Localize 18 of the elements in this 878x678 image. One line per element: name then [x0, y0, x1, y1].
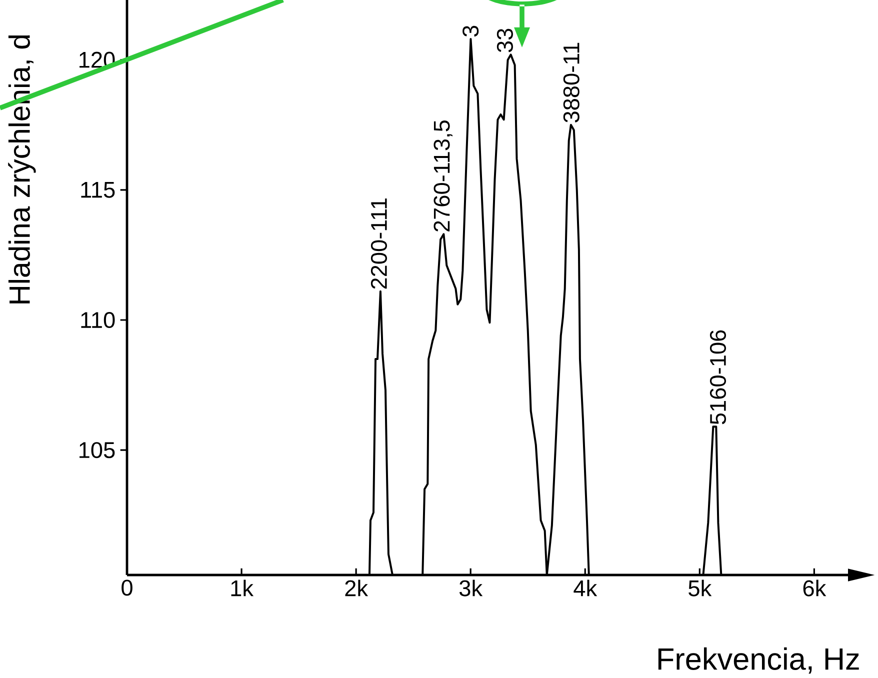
x-tick-label: 4k [574, 580, 598, 596]
x-tick-label: 6k [803, 580, 826, 596]
y-axis-title: Hladina zrýchlenia, d [8, 35, 36, 304]
x-tick-label: 5k [688, 580, 712, 596]
annotation: 3 [462, 26, 479, 37]
y-tick-label: 110 [81, 312, 115, 328]
annotation: 33 [496, 28, 513, 52]
y-tick-label: 105 [80, 442, 115, 458]
x-axis-title: Frekvencia, Hz [658, 647, 859, 674]
y-tick-label: 115 [81, 182, 115, 198]
x-tick-label: 2k [345, 580, 368, 596]
annotation: 5160-106 [710, 330, 726, 424]
x-tick-label: 3k [459, 580, 483, 596]
x-tick-label: 0 [122, 580, 132, 596]
annotation: 2200-111 [370, 198, 388, 289]
x-tick-label: 1k [231, 580, 254, 596]
annotation: 3880-11 [563, 42, 580, 122]
annotation: 2760-113,5 [434, 120, 452, 232]
